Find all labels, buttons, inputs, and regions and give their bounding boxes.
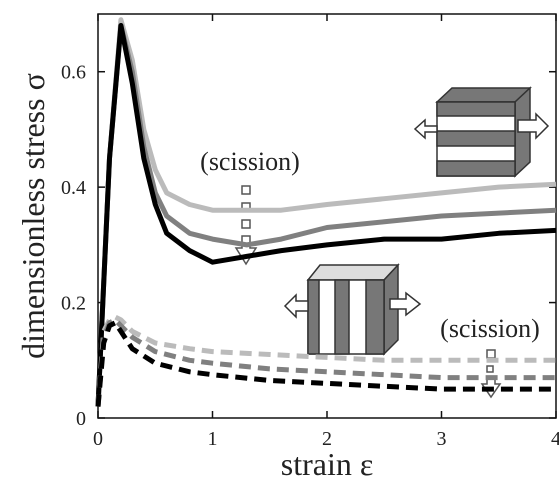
y-tick-label: 0	[76, 408, 86, 430]
line-series	[95, 317, 556, 407]
icons	[234, 86, 550, 399]
lamella-cube-horizontal	[413, 86, 550, 178]
x-tick-label: 1	[208, 428, 218, 450]
annotation: (scission)	[200, 147, 300, 176]
y-tick-label: 0.4	[61, 177, 86, 199]
x-tick-label: 0	[93, 428, 103, 450]
y-tick-label: 0.6	[61, 62, 86, 84]
line-series	[95, 320, 556, 407]
line-series	[95, 314, 556, 407]
annotation: (scission)	[440, 314, 540, 343]
y-tick-label: 0.2	[61, 293, 86, 315]
x-tick-label: 2	[322, 428, 332, 450]
line-series	[95, 23, 557, 407]
x-axis-label: strain ε	[281, 446, 374, 482]
lamella-cube-vertical	[283, 263, 422, 356]
x-tick-label: 4	[551, 428, 559, 450]
y-axis-label: dimensionless stress σ	[15, 73, 51, 359]
x-tick-label: 3	[437, 428, 447, 450]
